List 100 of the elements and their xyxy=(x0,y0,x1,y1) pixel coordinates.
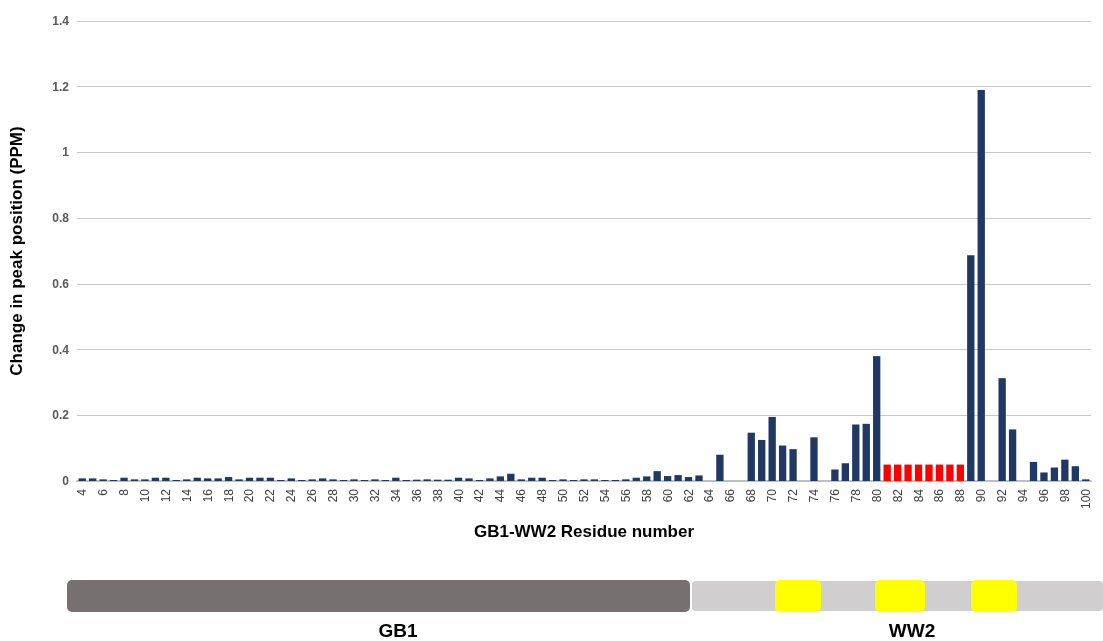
bar xyxy=(925,464,933,481)
y-tick-label: 1 xyxy=(62,145,70,160)
x-tick-label: 38 xyxy=(430,488,445,503)
x-tick-label: 16 xyxy=(200,488,215,503)
x-tick-label: 22 xyxy=(263,488,278,503)
bar xyxy=(1008,429,1017,481)
bar xyxy=(1029,461,1038,481)
text: GB1 xyxy=(378,620,418,641)
x-tick-label: 18 xyxy=(221,488,236,503)
bar xyxy=(204,478,212,481)
x-tick-label: 90 xyxy=(974,488,989,503)
x-tick-label: 68 xyxy=(744,488,759,503)
bar xyxy=(883,464,891,481)
bar xyxy=(914,464,923,481)
x-tick-label: 60 xyxy=(660,488,675,503)
bar xyxy=(758,439,766,481)
x-tick-label: 86 xyxy=(932,488,947,503)
bar xyxy=(674,475,682,481)
bar xyxy=(78,478,86,481)
bar xyxy=(120,477,128,481)
x-tick-label: 96 xyxy=(1036,488,1051,503)
x-tick-label: 28 xyxy=(326,488,341,503)
bar xyxy=(967,255,975,481)
x-tick-label: 64 xyxy=(702,488,717,503)
x-tick-label: 4 xyxy=(75,488,90,496)
x-tick-label: 92 xyxy=(995,488,1010,503)
bar xyxy=(256,477,264,481)
bar xyxy=(893,464,902,481)
bar xyxy=(663,476,672,481)
x-tick-label: 32 xyxy=(367,488,382,503)
x-tick-label: 6 xyxy=(96,488,111,496)
bar xyxy=(162,477,170,481)
x-tick-label: 20 xyxy=(242,488,257,503)
bar xyxy=(1071,466,1079,481)
bar xyxy=(810,437,818,481)
bar xyxy=(287,478,295,481)
x-tick-label: 24 xyxy=(284,488,299,503)
bar xyxy=(852,424,860,481)
y-tick-label: 1.2 xyxy=(52,79,70,94)
x-tick-label: 100 xyxy=(1078,488,1093,510)
bar xyxy=(496,476,505,481)
bar xyxy=(998,378,1006,481)
y-tick-label: 1.4 xyxy=(52,14,70,28)
bar xyxy=(1061,459,1069,481)
x-tick-label: 88 xyxy=(953,488,968,503)
text: WW2 xyxy=(888,620,936,641)
x-tick-label: 58 xyxy=(639,488,654,503)
x-tick-label: 30 xyxy=(347,488,362,503)
bar xyxy=(1050,467,1059,481)
bar xyxy=(841,463,849,481)
bar xyxy=(643,476,651,481)
bar xyxy=(319,478,327,481)
y-tick-label: 0.4 xyxy=(52,342,70,357)
bar xyxy=(465,478,473,481)
x-axis-title: GB1-WW2 Residue number xyxy=(473,522,695,541)
bar xyxy=(862,423,870,481)
bar xyxy=(695,475,703,481)
y-tick-label: 0.8 xyxy=(52,211,70,226)
x-tick-label: 94 xyxy=(1016,488,1031,503)
bar xyxy=(507,473,515,481)
x-tick-label: 74 xyxy=(806,488,821,503)
bar xyxy=(486,478,494,481)
x-tick-label: 78 xyxy=(848,488,863,503)
bar xyxy=(747,432,755,481)
x-tick-label: 12 xyxy=(158,488,173,503)
x-tick-label: 14 xyxy=(179,488,194,503)
x-tick-label: 52 xyxy=(577,488,591,503)
y-tick-label: 0 xyxy=(62,474,70,488)
x-tick-label: 48 xyxy=(535,488,550,503)
bar xyxy=(224,477,233,481)
bar xyxy=(956,464,964,481)
x-tick-label: 84 xyxy=(911,488,926,503)
x-tick-label: 54 xyxy=(597,488,612,503)
bar xyxy=(778,445,787,481)
x-tick-label: 98 xyxy=(1057,488,1072,503)
bar xyxy=(873,356,881,481)
x-tick-label: 50 xyxy=(556,488,571,503)
x-tick-label: 42 xyxy=(472,488,487,503)
x-tick-label: 70 xyxy=(765,488,780,503)
x-tick-label: 44 xyxy=(493,488,508,503)
bar xyxy=(904,464,912,481)
bar xyxy=(684,477,693,481)
x-tick-label: 34 xyxy=(388,488,403,503)
x-tick-label: 62 xyxy=(681,488,696,503)
bar xyxy=(1040,472,1048,481)
bar xyxy=(935,464,944,481)
x-tick-label: 36 xyxy=(409,488,424,503)
y-axis-title: Change in peak position (PPM) xyxy=(7,126,26,376)
bar xyxy=(214,478,222,481)
x-tick-label: 80 xyxy=(869,488,884,503)
x-tick-label: 10 xyxy=(137,488,152,503)
bar xyxy=(653,471,661,481)
x-tick-label: 76 xyxy=(827,488,842,503)
bar xyxy=(977,90,985,481)
x-tick-label: 66 xyxy=(723,488,738,503)
bar xyxy=(768,416,776,481)
bar xyxy=(89,478,97,481)
y-tick-label: 0.6 xyxy=(52,276,70,291)
y-tick-label: 0.2 xyxy=(52,408,70,423)
x-tick-label: 40 xyxy=(451,488,466,503)
